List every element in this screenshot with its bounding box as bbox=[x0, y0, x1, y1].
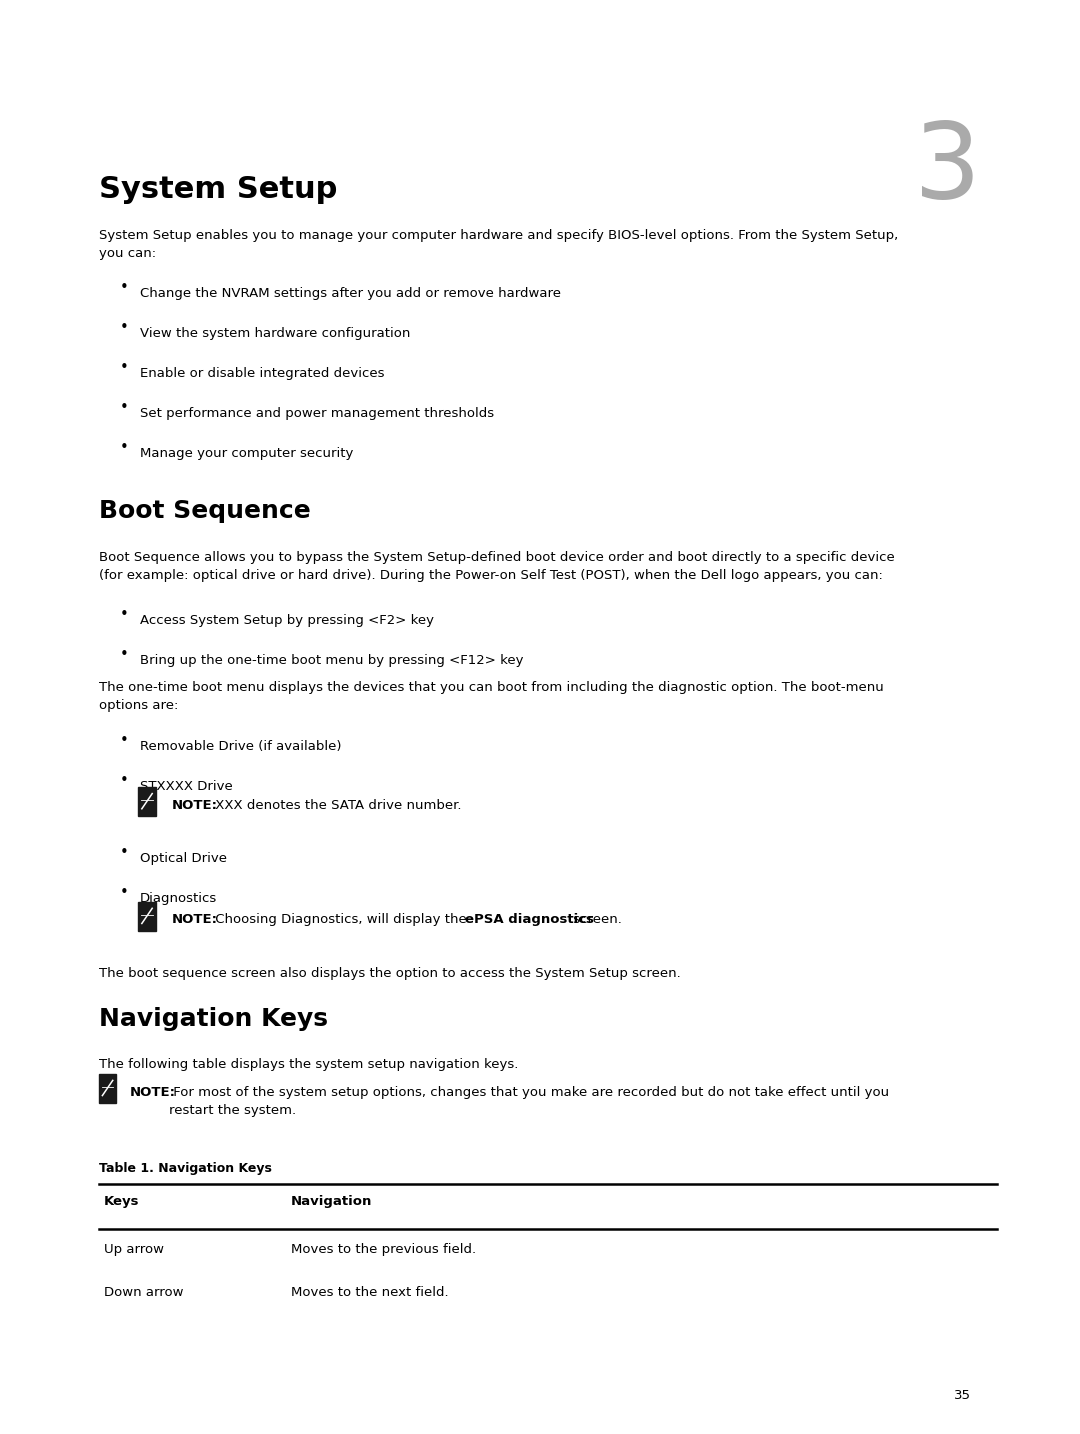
Text: 35: 35 bbox=[954, 1390, 971, 1402]
Text: Optical Drive: Optical Drive bbox=[140, 852, 227, 865]
Text: ePSA diagnostics: ePSA diagnostics bbox=[465, 913, 594, 926]
Text: •: • bbox=[120, 607, 129, 621]
Text: •: • bbox=[120, 360, 129, 374]
Text: Up arrow: Up arrow bbox=[104, 1243, 164, 1256]
Text: XXX denotes the SATA drive number.: XXX denotes the SATA drive number. bbox=[211, 799, 461, 812]
Text: •: • bbox=[120, 280, 129, 294]
FancyBboxPatch shape bbox=[138, 902, 156, 931]
Text: •: • bbox=[120, 440, 129, 455]
Text: For most of the system setup options, changes that you make are recorded but do : For most of the system setup options, ch… bbox=[170, 1086, 889, 1117]
Text: System Setup: System Setup bbox=[98, 175, 337, 204]
Text: Moves to the previous field.: Moves to the previous field. bbox=[291, 1243, 476, 1256]
Text: •: • bbox=[120, 845, 129, 859]
Text: Change the NVRAM settings after you add or remove hardware: Change the NVRAM settings after you add … bbox=[140, 287, 562, 300]
Text: Down arrow: Down arrow bbox=[104, 1286, 184, 1299]
Text: Moves to the next field.: Moves to the next field. bbox=[291, 1286, 448, 1299]
Text: The boot sequence screen also displays the option to access the System Setup scr: The boot sequence screen also displays t… bbox=[98, 967, 680, 979]
Text: •: • bbox=[120, 773, 129, 787]
Text: Enable or disable integrated devices: Enable or disable integrated devices bbox=[140, 367, 384, 380]
Text: Set performance and power management thresholds: Set performance and power management thr… bbox=[140, 407, 495, 420]
Text: Navigation Keys: Navigation Keys bbox=[98, 1007, 327, 1031]
Text: Removable Drive (if available): Removable Drive (if available) bbox=[140, 740, 341, 753]
Text: NOTE:: NOTE: bbox=[130, 1086, 176, 1098]
Text: 3: 3 bbox=[914, 119, 981, 221]
FancyBboxPatch shape bbox=[98, 1074, 117, 1103]
Text: STXXXX Drive: STXXXX Drive bbox=[140, 780, 233, 793]
Text: Table 1. Navigation Keys: Table 1. Navigation Keys bbox=[98, 1162, 271, 1174]
Text: •: • bbox=[120, 400, 129, 414]
Text: •: • bbox=[120, 733, 129, 747]
Text: •: • bbox=[120, 885, 129, 899]
Text: The following table displays the system setup navigation keys.: The following table displays the system … bbox=[98, 1058, 518, 1071]
Text: Diagnostics: Diagnostics bbox=[140, 892, 217, 905]
Text: NOTE:: NOTE: bbox=[172, 799, 217, 812]
Text: Boot Sequence allows you to bypass the System Setup-defined boot device order an: Boot Sequence allows you to bypass the S… bbox=[98, 551, 894, 582]
Text: screen.: screen. bbox=[569, 913, 622, 926]
Text: •: • bbox=[120, 647, 129, 661]
Text: Bring up the one-time boot menu by pressing <F12> key: Bring up the one-time boot menu by press… bbox=[140, 654, 524, 667]
Text: Manage your computer security: Manage your computer security bbox=[140, 447, 353, 460]
Text: Boot Sequence: Boot Sequence bbox=[98, 499, 310, 523]
FancyBboxPatch shape bbox=[138, 787, 156, 816]
Text: System Setup enables you to manage your computer hardware and specify BIOS-level: System Setup enables you to manage your … bbox=[98, 229, 897, 261]
Text: NOTE:: NOTE: bbox=[172, 913, 217, 926]
Text: View the system hardware configuration: View the system hardware configuration bbox=[140, 327, 410, 340]
Text: The one-time boot menu displays the devices that you can boot from including the: The one-time boot menu displays the devi… bbox=[98, 681, 883, 713]
Text: •: • bbox=[120, 320, 129, 334]
Text: Choosing Diagnostics, will display the: Choosing Diagnostics, will display the bbox=[211, 913, 471, 926]
Text: Navigation: Navigation bbox=[291, 1195, 373, 1207]
Text: Access System Setup by pressing <F2> key: Access System Setup by pressing <F2> key bbox=[140, 614, 434, 627]
Text: Keys: Keys bbox=[104, 1195, 139, 1207]
